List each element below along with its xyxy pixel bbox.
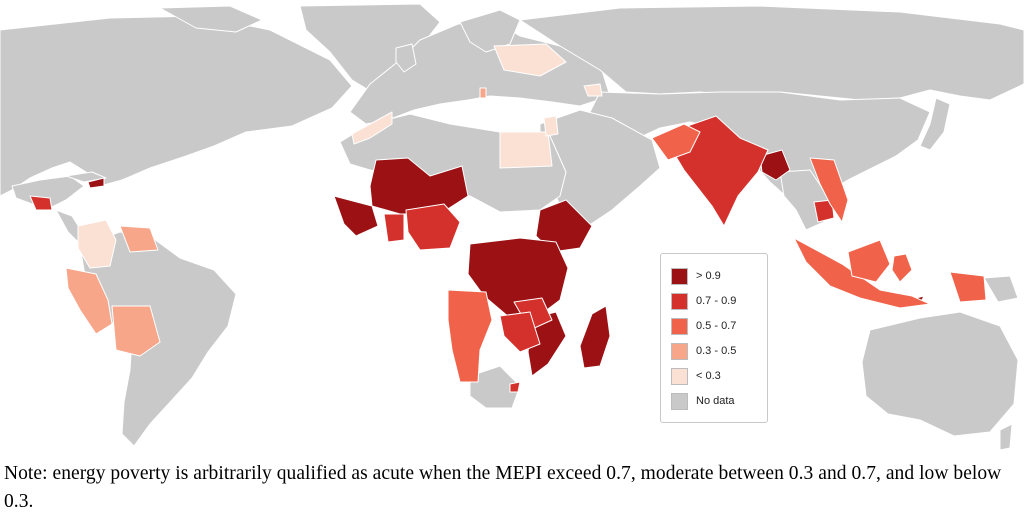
egypt [499,131,553,169]
world-map: > 0.9 0.7 - 0.9 0.5 - 0.7 0.3 - 0.5 < 0.… [0,3,1024,451]
sahel-region [369,157,469,215]
cambodia [813,199,835,223]
uk [395,43,417,73]
legend-item: < 0.3 [671,364,767,388]
pakistan [651,123,701,161]
japan [919,97,951,151]
colombia [77,219,117,269]
lesotho [509,381,521,393]
legend-item: No data [671,389,767,413]
legend-label: 0.3 - 0.5 [696,345,737,357]
map-legend: > 0.9 0.7 - 0.9 0.5 - 0.7 0.3 - 0.5 < 0.… [660,253,768,423]
legend-label: > 0.9 [696,270,721,282]
canada-islands [159,5,263,33]
ethiopia-region [535,199,593,253]
bangladesh-myanmar [759,149,791,181]
india [671,115,769,227]
legend-item: 0.7 - 0.9 [671,289,767,313]
png [983,275,1019,303]
mozambique-region [527,311,567,377]
bolivia [111,305,161,357]
scandinavia [459,9,521,53]
honduras [29,195,53,211]
ghana-region [383,213,405,243]
legend-label: 0.7 - 0.9 [696,295,737,307]
legend-swatch [671,267,688,285]
albania [479,87,487,99]
legend-label: No data [696,395,735,407]
ukraine [493,43,567,77]
papua [949,271,987,303]
borneo [847,239,891,283]
west-africa-group [333,195,379,237]
venezuela-east [119,225,159,253]
armenia-azerbaijan [583,83,603,97]
southern-africa [469,365,521,409]
legend-item: 0.3 - 0.5 [671,339,767,363]
legend-swatch [671,292,688,310]
legend-label: 0.5 - 0.7 [696,320,737,332]
zambia-malawi [499,311,541,353]
legend-item: 0.5 - 0.7 [671,314,767,338]
legend-swatch [671,342,688,360]
central-africa-block [467,237,569,319]
mexico [11,175,85,209]
legend-label: < 0.3 [696,370,721,382]
north-america [0,15,353,197]
legend-swatch [671,392,688,410]
angola-namibia [447,289,493,383]
legend-item: > 0.9 [671,264,767,288]
peru [65,267,113,335]
morocco [351,111,393,145]
haiti [87,177,105,189]
madagascar [579,305,611,369]
nigeria-region [405,203,461,251]
world-map-svg [0,3,1024,451]
legend-swatch [671,317,688,335]
note-caption: Note: energy poverty is arbitrarily qual… [4,463,1002,512]
new-zealand [999,423,1013,451]
sulawesi [891,253,913,283]
vietnam-laos [809,157,849,223]
australia [861,311,1019,437]
legend-swatch [671,367,688,385]
jordan-syria [543,115,559,137]
